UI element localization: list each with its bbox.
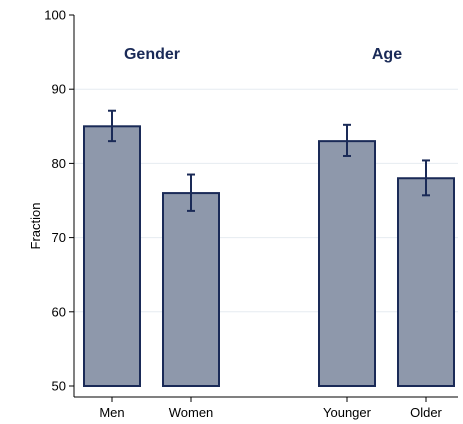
x-tick-label: Younger <box>323 405 372 420</box>
axes <box>69 14 458 402</box>
error-bars <box>108 109 430 212</box>
group-label: Age <box>372 46 402 63</box>
bar <box>397 177 455 387</box>
bar <box>162 192 220 387</box>
labels: 50 60 70 80 90 100 Gender Men Women Age Younger Old… <box>44 8 442 421</box>
x-tick-label: Women <box>169 405 214 420</box>
y-tick-label: 100 <box>44 8 66 23</box>
y-tick-label: 80 <box>52 156 66 171</box>
x-tick-label: Older <box>410 405 442 420</box>
y-tick-label: 50 <box>52 379 66 394</box>
y-tick-label: 60 <box>52 304 66 319</box>
y-tick-label: 90 <box>52 82 66 97</box>
bar <box>318 140 376 387</box>
bars <box>83 125 455 388</box>
x-tick-label: Men <box>99 405 124 420</box>
bar <box>83 125 141 388</box>
y-axis-title: Fraction <box>28 203 43 250</box>
y-tick-label: 70 <box>52 230 66 245</box>
group-label: Gender <box>124 46 180 63</box>
